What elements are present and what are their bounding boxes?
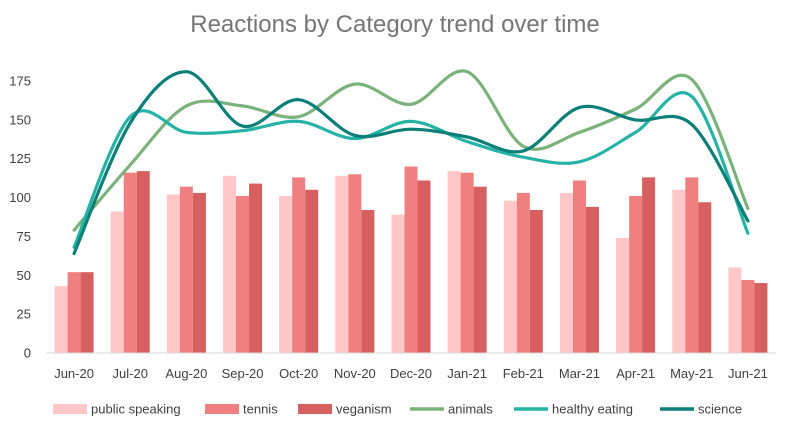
bar-public-speaking-Feb-21 [503,200,517,353]
bar-veganism-Aug-20 [192,192,206,353]
y-tick-label: 100 [9,190,31,205]
bar-public-speaking-Jun-21 [728,267,742,353]
bar-veganism-May-21 [698,202,712,353]
bar-veganism-Jul-20 [136,171,150,353]
y-tick-label: 150 [9,112,31,127]
line-animals [72,69,750,232]
x-tick-label: May-21 [670,366,713,381]
y-tick-label: 125 [9,151,31,166]
bar-tennis-Nov-20 [348,174,362,353]
bar-public-speaking-Mar-21 [559,192,573,353]
bar-tennis-May-21 [685,177,699,353]
y-tick-label: 50 [17,268,31,283]
chart-title: Reactions by Category trend over time [190,11,600,38]
bar-series-group [54,166,768,353]
y-tick-label: 25 [17,307,31,322]
legend-label-animals: animals [448,402,493,417]
legend-label-veganism: veganism [336,402,392,417]
bar-veganism-Mar-21 [585,206,599,353]
bar-public-speaking-Apr-21 [616,237,630,353]
x-tick-label: Jun-20 [54,366,94,381]
bar-veganism-Apr-21 [642,177,656,353]
legend-swatch-tennis [205,404,239,414]
bar-veganism-Dec-20 [417,180,431,353]
bar-tennis-Aug-20 [179,186,193,353]
legend-swatch-public-speaking [53,404,87,414]
y-tick-label: 75 [17,229,31,244]
y-tick-label: 175 [9,74,31,89]
legend-label-tennis: tennis [243,402,278,417]
x-tick-label: Oct-20 [279,366,318,381]
bar-public-speaking-Aug-20 [166,194,180,353]
bar-public-speaking-Jun-20 [54,286,68,353]
legend-label-healthy-eating: healthy eating [552,402,633,417]
y-tick-label: 0 [24,346,31,361]
bar-tennis-Mar-21 [572,180,586,353]
x-tick-label: Jun-21 [728,366,768,381]
bar-tennis-Jul-20 [123,172,137,353]
legend-swatch-veganism [298,404,332,414]
x-tick-label: Jan-21 [447,366,487,381]
bar-tennis-Sep-20 [236,196,250,353]
bar-tennis-Feb-21 [516,192,530,353]
bar-public-speaking-Jan-21 [447,171,461,353]
bar-tennis-Apr-21 [629,196,643,353]
x-tick-label: Aug-20 [165,366,207,381]
x-tick-label: Mar-21 [559,366,600,381]
x-tick-label: Nov-20 [334,366,376,381]
bar-tennis-Dec-20 [404,166,418,353]
bar-veganism-Nov-20 [361,210,375,353]
bar-tennis-Jun-21 [741,279,755,353]
bar-veganism-Oct-20 [305,189,319,353]
bar-veganism-Feb-21 [529,210,543,353]
line-science [72,70,750,256]
bar-public-speaking-Jul-20 [110,211,124,353]
legend-label-science: science [698,402,742,417]
legend: public speaking tennis veganism animals heal… [53,402,742,417]
bar-tennis-Jan-21 [460,172,474,353]
x-tick-label: Dec-20 [390,366,432,381]
bar-public-speaking-Oct-20 [279,196,293,353]
bar-veganism-Jun-21 [754,283,768,353]
x-tick-label: Feb-21 [503,366,544,381]
bar-public-speaking-May-21 [672,189,686,353]
x-tick-label: Jul-20 [113,366,148,381]
y-axis: 0 25 50 75 100 125 150 175 [9,74,31,361]
line-series-group [72,69,750,256]
legend-label-public-speaking: public speaking [91,402,181,417]
bar-public-speaking-Sep-20 [223,175,237,353]
bar-public-speaking-Dec-20 [391,214,405,353]
bar-veganism-Jan-21 [473,186,487,353]
bar-veganism-Sep-20 [249,183,263,353]
bar-tennis-Oct-20 [292,177,306,353]
x-tick-label: Sep-20 [222,366,264,381]
bar-public-speaking-Nov-20 [335,175,349,353]
bar-veganism-Jun-20 [80,272,94,353]
x-axis: Jun-20 Jul-20 Aug-20 Sep-20 Oct-20 Nov-20 Dec-… [54,366,768,381]
bar-tennis-Jun-20 [67,272,81,353]
x-tick-label: Apr-21 [616,366,655,381]
line-healthy-eating [72,91,750,249]
